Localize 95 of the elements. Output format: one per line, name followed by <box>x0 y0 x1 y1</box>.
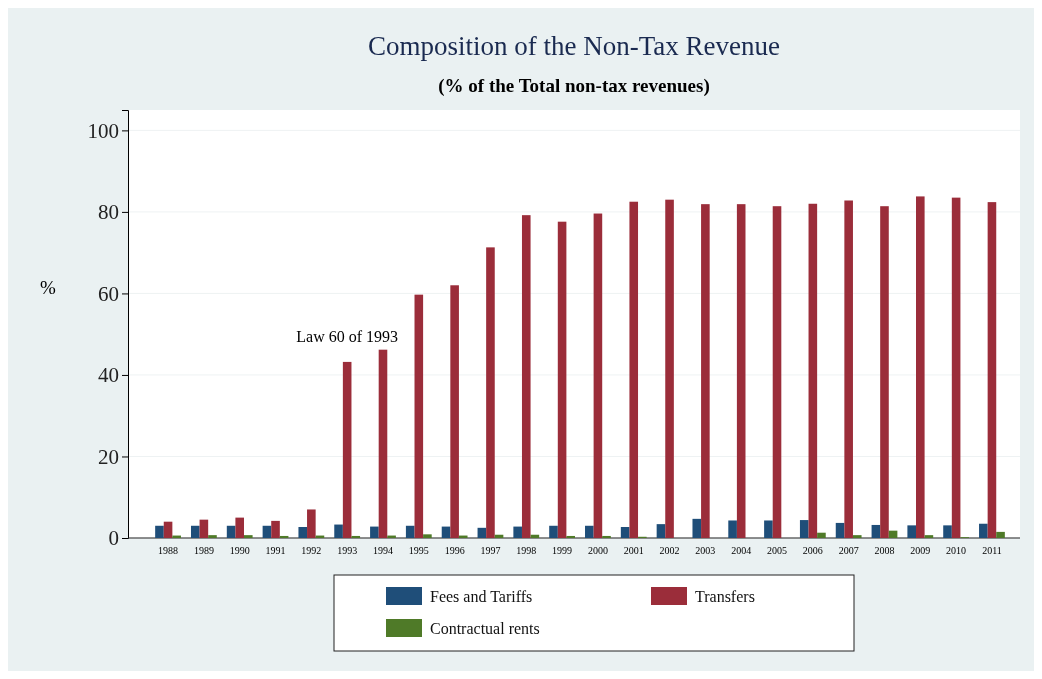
bar <box>943 525 952 538</box>
bar <box>907 525 916 538</box>
x-tick-label: 1988 <box>158 545 179 556</box>
bar <box>307 509 316 538</box>
bar <box>521 215 531 538</box>
x-tick-label: 2007 <box>838 545 859 556</box>
bar <box>656 524 666 538</box>
bar <box>235 517 244 538</box>
x-tick-label: 2008 <box>874 545 895 556</box>
bar <box>441 526 451 538</box>
chart-title: Composition of the Non-Tax Revenue <box>367 31 781 61</box>
x-tick-label: 2003 <box>695 545 716 556</box>
bar <box>190 525 200 538</box>
y-tick-label: 40 <box>98 363 119 388</box>
x-tick-label: 1994 <box>372 545 393 556</box>
y-tick-label: 100 <box>87 118 119 143</box>
x-tick-label: 1998 <box>516 545 537 556</box>
bar <box>728 520 737 538</box>
x-tick-label: 2010 <box>946 545 967 556</box>
bar <box>155 525 164 538</box>
y-tick-label: 80 <box>98 200 119 225</box>
bar <box>808 203 818 538</box>
bar <box>262 525 272 538</box>
bar <box>916 196 925 538</box>
bar <box>692 518 702 538</box>
x-tick-label: 1990 <box>229 545 250 556</box>
bar <box>351 535 361 538</box>
bar <box>996 531 1005 538</box>
x-tick-label: 2001 <box>623 545 644 556</box>
legend-label: Contractual rents <box>430 620 540 637</box>
bar <box>799 520 809 538</box>
x-tick-label: 2004 <box>731 545 752 556</box>
x-tick-label: 1989 <box>193 545 214 556</box>
x-tick-label: 1993 <box>337 545 358 556</box>
bar <box>549 525 558 538</box>
bar <box>370 526 379 538</box>
bar <box>298 526 308 538</box>
x-tick-label: 1999 <box>552 545 573 556</box>
bar <box>844 200 853 538</box>
y-tick-label: 20 <box>98 444 119 469</box>
chart-subtitle: (% of the Total non-tax revenues) <box>438 75 710 97</box>
bar <box>880 206 889 538</box>
x-tick-label: 2011 <box>982 545 1002 556</box>
bar <box>208 535 217 538</box>
bar <box>987 202 997 538</box>
bar <box>835 522 845 538</box>
bar <box>772 206 782 538</box>
x-tick-label: 1991 <box>265 545 286 556</box>
bar <box>342 361 352 538</box>
bar <box>378 349 388 538</box>
y-tick-label: 0 <box>108 526 119 551</box>
bar <box>924 535 934 538</box>
bar <box>199 519 209 538</box>
x-tick-label: 1997 <box>480 545 501 556</box>
bar <box>414 294 424 538</box>
bar <box>423 534 432 538</box>
bar <box>817 532 826 538</box>
bar <box>405 525 415 538</box>
bar <box>665 199 674 538</box>
bar <box>585 525 594 538</box>
bar <box>244 535 253 538</box>
bar <box>486 247 495 538</box>
bar <box>557 221 567 538</box>
legend-label: Transfers <box>695 588 755 605</box>
x-tick-label: 2006 <box>802 545 823 556</box>
y-tick-label: 60 <box>98 281 119 306</box>
bar <box>334 524 343 538</box>
bar <box>764 520 773 538</box>
bar <box>271 520 280 538</box>
bar <box>602 535 611 538</box>
bar <box>701 204 710 538</box>
bar <box>852 535 862 538</box>
bar <box>450 285 459 538</box>
x-tick-label: 2002 <box>659 545 680 556</box>
bar <box>871 524 881 538</box>
bar <box>620 526 630 538</box>
bar <box>513 526 522 538</box>
bar <box>226 525 236 538</box>
bar <box>477 527 487 538</box>
legend-label: Fees and Tariffs <box>430 588 533 605</box>
annotation: Law 60 of 1993 <box>296 328 399 346</box>
bar <box>629 201 639 538</box>
x-tick-label: 1995 <box>408 545 429 556</box>
bar <box>566 535 575 538</box>
bar <box>951 197 961 538</box>
x-tick-label: 2000 <box>587 545 608 556</box>
bar <box>593 213 603 538</box>
x-tick-label: 2009 <box>910 545 931 556</box>
x-tick-label: 2005 <box>767 545 788 556</box>
x-tick-label: 1996 <box>444 545 465 556</box>
bar <box>979 523 988 538</box>
bar <box>163 521 173 538</box>
x-tick-label: 1992 <box>301 545 322 556</box>
y-axis-title: % <box>40 277 57 299</box>
bar <box>736 204 746 538</box>
